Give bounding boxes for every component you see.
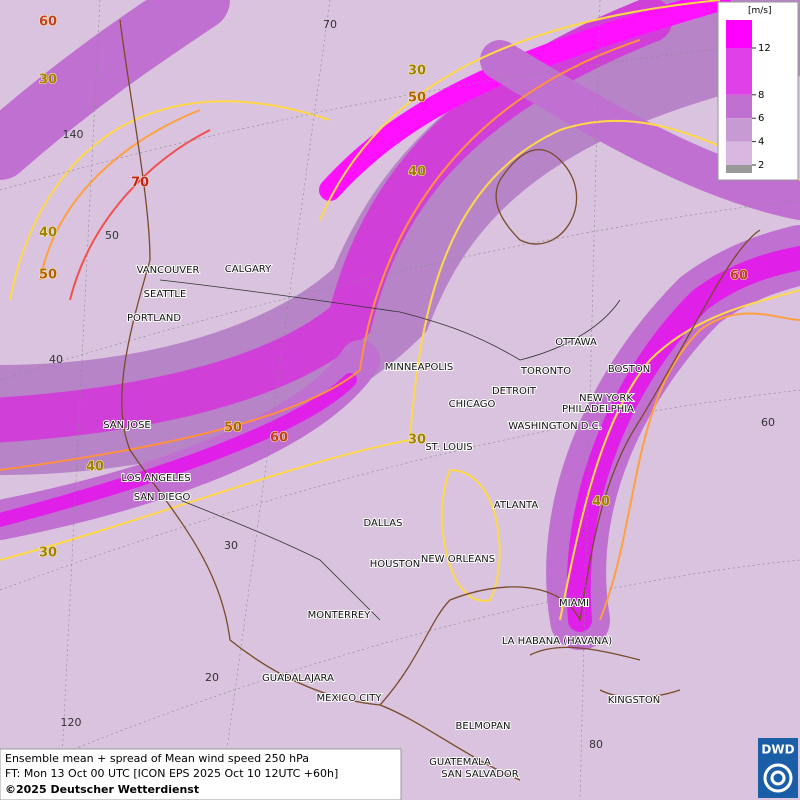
logo: DWD [758,738,798,798]
city-label: PORTLAND [127,313,181,324]
wind-field [0,0,800,650]
legend: [m/s] 2 4 6 8 12 [717,1,799,181]
city-label: SAN DIEGO [134,492,191,503]
contour-label: 70 [131,176,149,191]
logo-text: DWD [761,743,794,757]
borders [159,279,621,621]
city-label: GUATEMALA [429,757,491,768]
title-line: FT: Mon 13 Oct 00 UTC [ICON EPS 2025 Oct… [5,767,338,780]
coastlines [119,19,761,781]
contour-label: 50 [39,268,57,283]
contour-label: 40 [39,226,57,241]
legend-swatch [726,141,752,165]
contour-label: 50 [408,91,426,106]
logo-bg [758,738,798,798]
city-label: GUADALAJARA [262,673,334,684]
graticule-labels: 70 140 50 40 60 30 20 120 80 [49,18,775,751]
city-label: OTTAWA [555,337,597,348]
city-label: KINGSTON [608,695,661,706]
city-label: BOSTON [608,364,650,375]
title-line: ©2025 Deutscher Wetterdienst [5,783,199,796]
contour-label: 40 [592,495,610,510]
isotachs [0,0,800,621]
city-label: ATLANTA [494,500,539,511]
contour-label: 30 [408,433,426,448]
logo-swirl [770,770,786,786]
legend-unit: [m/s] [748,6,772,16]
legend-tick-label: 2 [758,160,764,171]
legend-tick-label: 4 [758,137,764,148]
city-label: MEXICO CITY [317,693,383,704]
city-label: TORONTO [520,366,571,377]
city-label: PHILADELPHIA [562,404,634,415]
legend-swatch [726,94,752,119]
contour-label: 60 [730,269,748,284]
graticule-label: 20 [205,671,219,684]
city-label: MINNEAPOLIS [385,362,453,373]
legend-swatch [726,118,752,142]
contour-labels: 60 30 70 40 50 30 50 40 60 50 60 30 40 40 30 [38,14,748,561]
city-label: LOS ANGELES [121,473,190,484]
city-label: SAN JOSE [103,420,151,431]
contour-label: 60 [270,431,288,446]
graticule-label: 140 [63,128,84,141]
title-box-bg [0,748,402,800]
city-label: SAN SALVADOR [441,769,518,780]
contour-label: 30 [39,73,57,88]
city-label: MIAMI [559,598,589,609]
legend-swatch [726,48,752,95]
legend-tick-label: 8 [758,90,764,101]
city-label: VANCOUVER [137,265,200,276]
legend-swatch [726,20,752,48]
city-label: NEW YORK [579,393,633,404]
city-label: MONTERREY [308,610,372,621]
logo-swirl [763,763,793,793]
contour-label: 40 [86,460,104,475]
legend-tick-label: 6 [758,113,764,124]
graticule-label: 70 [323,18,337,31]
legend-tick-label: 12 [758,43,771,54]
city-label: NEW ORLEANS [421,554,495,565]
city-label: CALGARY [225,264,272,275]
graticule-label: 80 [589,738,603,751]
graticule-label: 40 [49,353,63,366]
city-label: DALLAS [364,518,403,529]
city-label: DETROIT [492,386,537,397]
contour-label: 50 [224,421,242,436]
city-label: SEATTLE [144,289,187,300]
contour-label: 40 [408,165,426,180]
legend-swatch [726,165,752,173]
city-label: CHICAGO [449,399,496,410]
contour-label: 60 [39,15,57,30]
city-label: HOUSTON [370,559,421,570]
graticule-label: 50 [105,229,119,242]
city-label: ST. LOUIS [425,442,472,453]
contour-label: 30 [39,546,57,561]
city-labels: VANCOUVER CALGARY SEATTLE PORTLAND SAN JOSE L… [102,263,661,781]
contour-label: 30 [408,64,426,79]
city-label: WASHINGTON D.C. [508,421,602,432]
city-label: LA HABANA (HAVANA) [502,636,612,647]
graticule-label: 120 [61,716,82,729]
title-box: Ensemble mean + spread of Mean wind spee… [0,748,402,800]
graticule-label: 60 [761,416,775,429]
city-label: BELMOPAN [456,721,511,732]
title-line: Ensemble mean + spread of Mean wind spee… [5,752,309,765]
graticule-label: 30 [224,539,238,552]
